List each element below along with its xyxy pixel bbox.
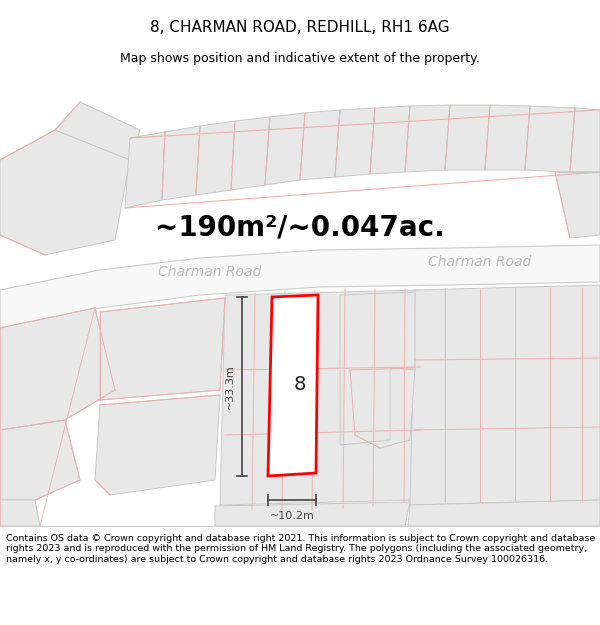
Polygon shape <box>485 105 530 170</box>
Polygon shape <box>0 245 600 328</box>
Text: 8: 8 <box>294 376 306 394</box>
Polygon shape <box>162 126 200 200</box>
Polygon shape <box>410 285 600 505</box>
Polygon shape <box>525 106 575 172</box>
Polygon shape <box>231 117 270 190</box>
Polygon shape <box>55 102 140 160</box>
Polygon shape <box>196 121 235 195</box>
Polygon shape <box>445 105 490 170</box>
Text: Charman Road: Charman Road <box>158 265 262 279</box>
Text: ~10.2m: ~10.2m <box>269 511 314 521</box>
Polygon shape <box>0 500 40 526</box>
Text: 8, CHARMAN ROAD, REDHILL, RH1 6AG: 8, CHARMAN ROAD, REDHILL, RH1 6AG <box>150 20 450 35</box>
Polygon shape <box>555 172 600 238</box>
Polygon shape <box>570 108 600 172</box>
Polygon shape <box>220 290 420 505</box>
Polygon shape <box>100 298 225 400</box>
Text: Charman Road: Charman Road <box>428 255 532 269</box>
Polygon shape <box>268 295 318 476</box>
Polygon shape <box>340 292 415 445</box>
Polygon shape <box>300 110 340 180</box>
Polygon shape <box>215 502 410 526</box>
Polygon shape <box>370 106 410 174</box>
Text: ~33.3m: ~33.3m <box>225 364 235 409</box>
Polygon shape <box>0 308 115 430</box>
Polygon shape <box>335 108 375 177</box>
Text: Contains OS data © Crown copyright and database right 2021. This information is : Contains OS data © Crown copyright and d… <box>6 534 595 564</box>
Polygon shape <box>350 368 415 448</box>
Polygon shape <box>408 500 600 526</box>
Polygon shape <box>95 395 220 495</box>
Polygon shape <box>0 130 130 255</box>
Polygon shape <box>125 132 165 208</box>
Polygon shape <box>405 105 450 172</box>
Polygon shape <box>265 113 305 185</box>
Text: Map shows position and indicative extent of the property.: Map shows position and indicative extent… <box>120 52 480 65</box>
Text: ~190m²/~0.047ac.: ~190m²/~0.047ac. <box>155 214 445 242</box>
Polygon shape <box>0 420 80 500</box>
